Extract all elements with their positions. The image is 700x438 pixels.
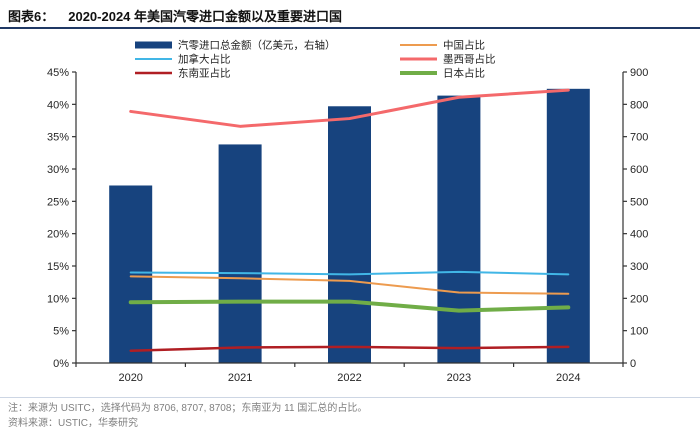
legend-label-seasia: 东南亚占比 [178,67,231,80]
left-axis-tick-label: 5% [53,326,69,338]
legend-label-mexico: 墨西哥占比 [443,53,496,66]
legend-item-total: 汽零进口总金额（亿美元，右轴） [135,39,336,52]
legend-swatch-total [135,41,172,49]
legend-label-canada: 加拿大占比 [178,53,231,66]
figure-title-text: 2020-2024 年美国汽零进口金额以及重要进口国 [68,9,343,24]
legend-item-canada: 加拿大占比 [135,53,231,66]
x-axis-category-label: 2024 [556,372,580,384]
x-axis-category-label: 2023 [447,372,471,384]
title-divider [0,27,700,29]
footer-divider [0,397,700,398]
right-axis-tick-label: 700 [630,132,648,144]
line-seasia [129,345,570,352]
figure-number-label: 图表6： [8,9,55,24]
line-canada [129,270,570,276]
legend-item-mexico: 墨西哥占比 [400,53,496,66]
right-axis-tick-label: 400 [630,229,648,241]
right-axis-tick-label: 0 [630,358,636,370]
source-line: 资料来源：USTIC，华泰研究 [8,418,138,429]
left-axis-tick-label: 10% [47,293,69,305]
left-axis-tick-label: 25% [47,196,69,208]
left-axis-tick-label: 40% [47,99,69,111]
bar-2023 [437,95,481,363]
right-axis-tick-label: 300 [630,261,648,273]
line-mexico [129,88,570,128]
left-axis-tick-label: 45% [47,67,69,79]
left-axis-tick-label: 0% [53,358,69,370]
left-axis-tick-label: 30% [47,164,69,176]
left-axis-tick-label: 20% [47,229,69,241]
bar-2022 [328,106,371,364]
right-axis-tick-label: 200 [630,293,648,305]
legend-label-japan: 日本占比 [443,67,485,80]
right-axis-tick-label: 800 [630,99,648,111]
chart-title: 图表6： 2020-2024 年美国汽零进口金额以及重要进口国 [8,6,696,25]
bar-2024 [546,88,590,364]
left-axis-tick-label: 15% [47,261,69,273]
legend-label-china: 中国占比 [443,39,485,52]
bar-2020 [109,185,153,363]
x-axis-category-label: 2021 [228,372,252,384]
legend-label-total: 汽零进口总金额（亿美元，右轴） [178,39,336,52]
line-china [129,275,570,295]
right-axis-tick-label: 100 [630,326,648,338]
right-axis-tick-label: 600 [630,164,648,176]
footnotes: 注：来源为 USITC，选择代码为 8706, 8707, 8708；东南亚为 … [8,401,696,431]
x-axis-category-label: 2022 [337,372,361,384]
x-axis-category-label: 2020 [118,372,142,384]
left-axis-tick-label: 35% [47,132,69,144]
right-axis-tick-label: 500 [630,196,648,208]
legend-item-china: 中国占比 [400,39,485,52]
legend-item-seasia: 东南亚占比 [135,67,231,80]
bar-2021 [218,144,262,363]
right-axis-tick-label: 900 [630,67,648,79]
legend-item-japan: 日本占比 [400,67,485,80]
line-japan [128,299,571,313]
note-line: 注：来源为 USITC，选择代码为 8706, 8707, 8708；东南亚为 … [8,403,368,414]
